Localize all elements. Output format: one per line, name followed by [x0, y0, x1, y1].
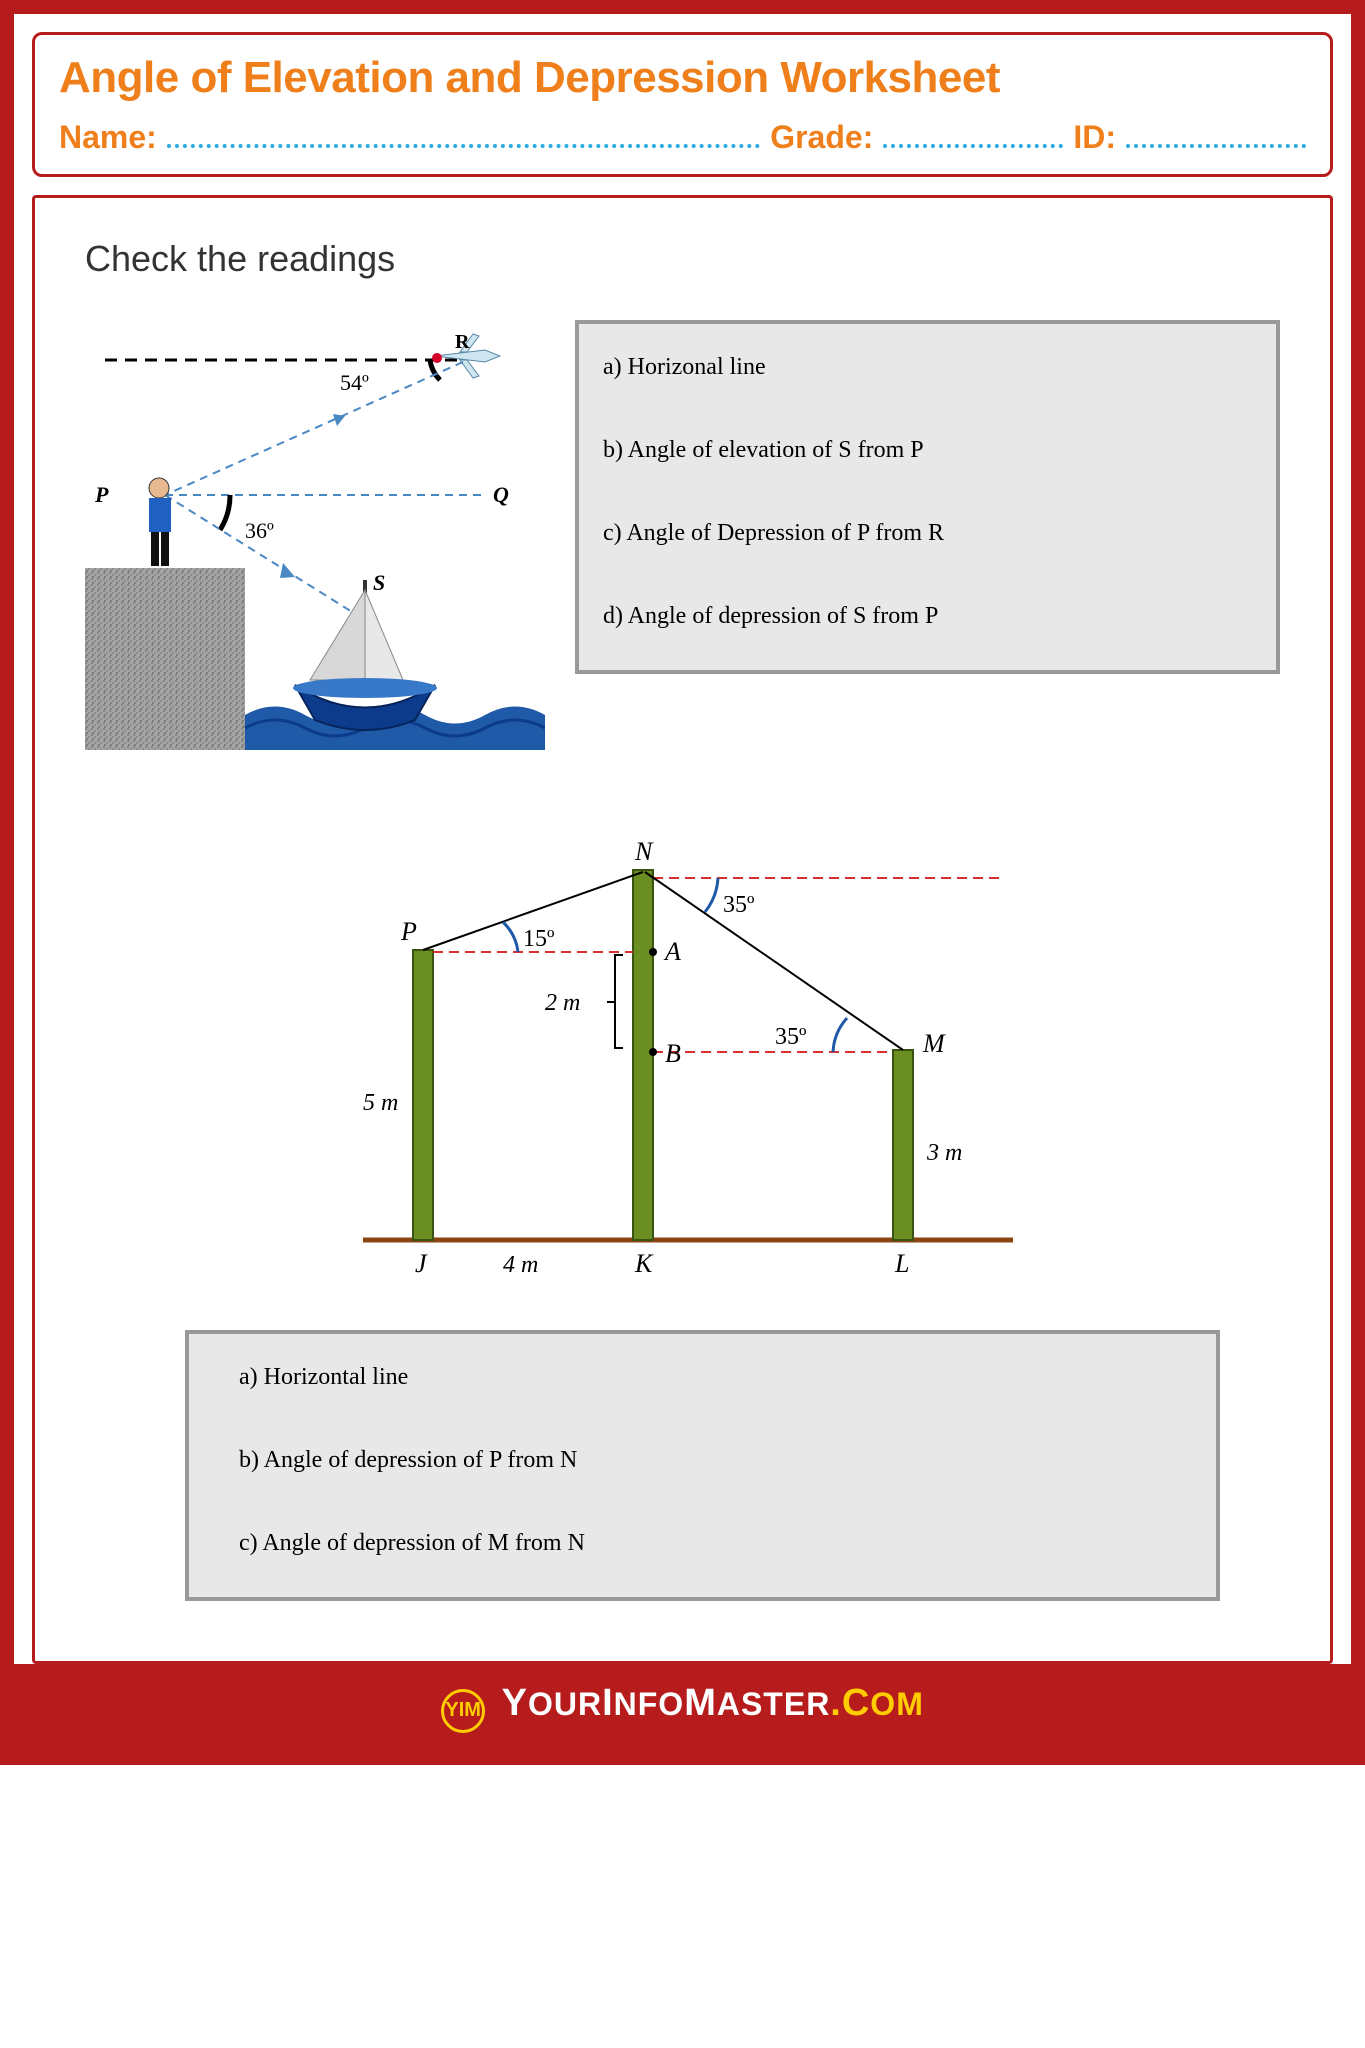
q2-ans-c: c) Angle of depression of M from N — [239, 1530, 1166, 1557]
question-1: R 54º Q P 36º S — [85, 320, 1280, 750]
label-Q: Q — [493, 482, 509, 507]
header-box: Angle of Elevation and Depression Worksh… — [32, 32, 1333, 177]
grade-blank[interactable] — [883, 122, 1063, 148]
angle-35a: 35º — [723, 892, 755, 918]
angle-36: 36º — [245, 518, 274, 543]
brand-Y: Y — [502, 1682, 528, 1724]
len-3m: 3 m — [926, 1140, 962, 1166]
brand-dotC: .C — [830, 1682, 870, 1724]
footer-brand: YOURINFOMASTER.COM — [502, 1682, 924, 1724]
label-K: K — [634, 1249, 654, 1278]
q2-ans-a: a) Horizontal line — [239, 1364, 1166, 1391]
grade-label: Grade: — [770, 119, 873, 156]
label-R: R — [455, 331, 470, 353]
label-M: M — [922, 1029, 946, 1058]
label-L: L — [894, 1249, 909, 1278]
q2-ans-b: b) Angle of depression of P from N — [239, 1447, 1166, 1474]
brand-aster: ASTER — [717, 1686, 830, 1722]
student-info-row: Name: Grade: ID: — [59, 119, 1306, 156]
id-blank[interactable] — [1126, 122, 1306, 148]
diagram2-svg: N P A B M J K L — [323, 830, 1043, 1290]
footer: YIM YOURINFOMASTER.COM — [14, 1664, 1351, 1751]
label-N: N — [634, 837, 654, 866]
worksheet-title: Angle of Elevation and Depression Worksh… — [59, 53, 1306, 103]
q1-answer-box: a) Horizonal line b) Angle of elevation … — [575, 320, 1280, 674]
brand-I: I — [602, 1682, 614, 1724]
worksheet-page: Angle of Elevation and Depression Worksh… — [0, 0, 1365, 1765]
angle-35b: 35º — [775, 1024, 807, 1050]
q1-ans-b: b) Angle of elevation of S from P — [603, 437, 1252, 464]
id-label: ID: — [1073, 119, 1116, 156]
len-4m: 4 m — [503, 1252, 538, 1278]
q1-ans-c: c) Angle of Depression of P from R — [603, 520, 1252, 547]
instruction-text: Check the readings — [85, 238, 1280, 280]
q2-answer-box: a) Horizontal line b) Angle of depressio… — [185, 1330, 1220, 1601]
content-box: Check the readings R 54º — [32, 195, 1333, 1664]
brand-om: OM — [870, 1686, 924, 1722]
len-2m: 2 m — [545, 990, 580, 1016]
label-J: J — [415, 1249, 428, 1278]
angle-54: 54º — [340, 370, 369, 395]
label-A: A — [663, 937, 681, 966]
q1-ans-d: d) Angle of depression of S from P — [603, 603, 1252, 630]
label-P: P — [94, 482, 109, 507]
q1-ans-a: a) Horizonal line — [603, 354, 1252, 381]
brand-M: M — [684, 1682, 717, 1724]
len-5m: 5 m — [363, 1090, 398, 1116]
label-S: S — [373, 570, 385, 595]
name-label: Name: — [59, 119, 157, 156]
name-blank[interactable] — [167, 122, 760, 148]
label-B: B — [665, 1039, 681, 1068]
angle-15: 15º — [523, 926, 555, 952]
brand-our: OUR — [528, 1686, 602, 1722]
diagram-elevation-boat: R 54º Q P 36º S — [85, 320, 545, 750]
yim-logo-icon: YIM — [441, 1689, 485, 1733]
diagram-poles: N P A B M J K L — [323, 830, 1043, 1290]
brand-nfo: NFO — [614, 1686, 685, 1722]
label-P2: P — [400, 917, 417, 946]
diagram1-svg: R 54º Q P 36º S — [85, 320, 545, 750]
